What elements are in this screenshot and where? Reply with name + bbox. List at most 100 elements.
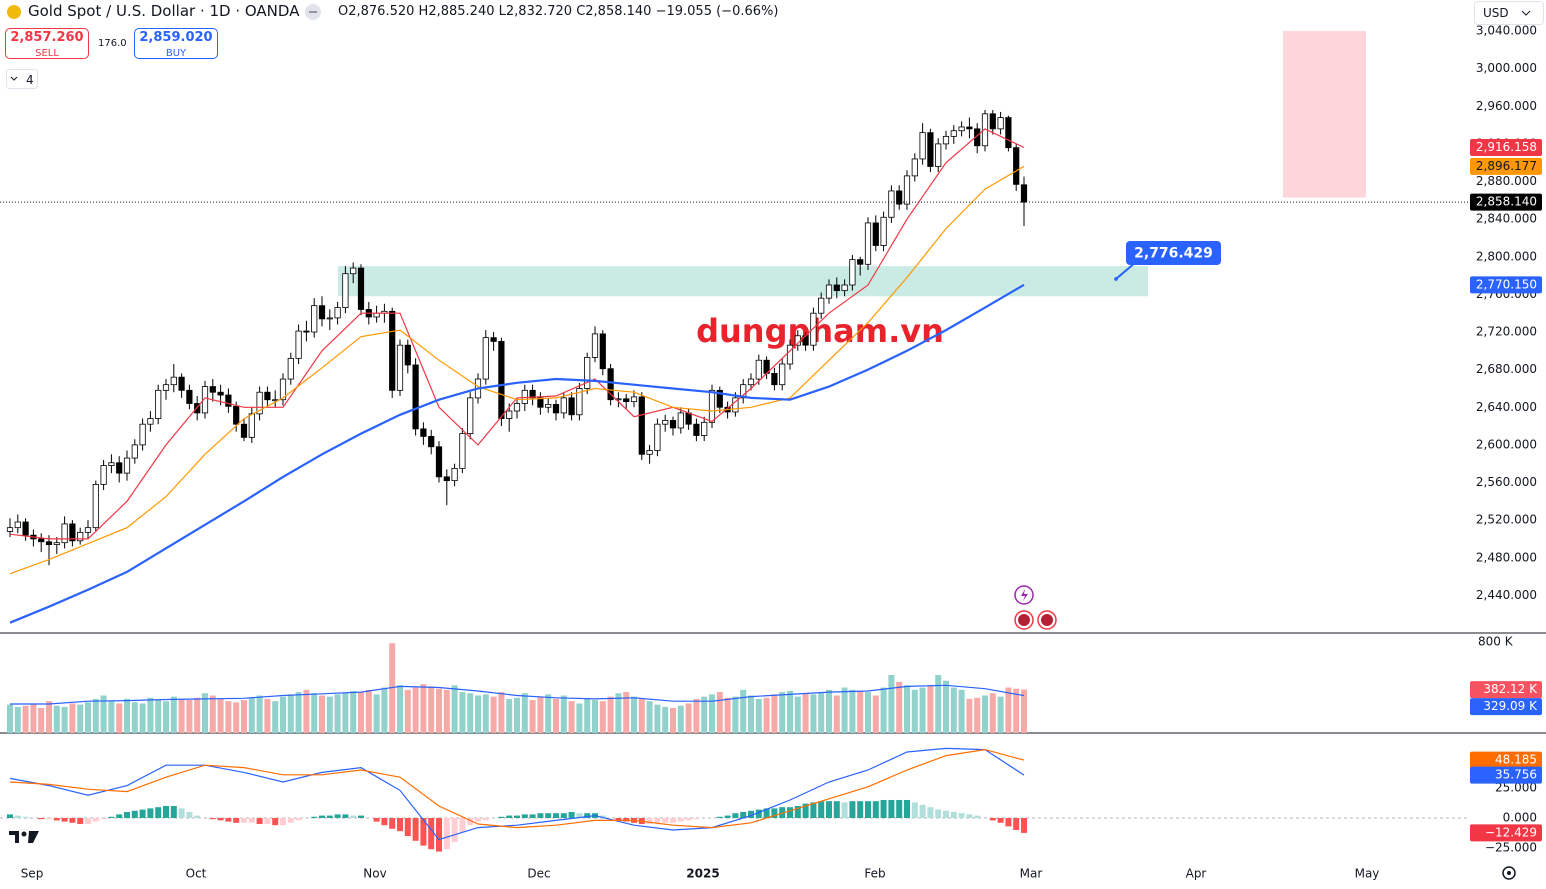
watermark: dungpham.vn xyxy=(696,312,944,350)
macd-histogram xyxy=(38,817,45,820)
price-label: 35.756 xyxy=(1495,768,1537,782)
candle-body xyxy=(584,357,591,389)
indicators-toggle[interactable]: 4 xyxy=(6,69,38,89)
volume-bar xyxy=(545,694,552,733)
ohlc-key: L xyxy=(498,4,506,19)
volume-bar xyxy=(709,694,715,733)
volume-bar xyxy=(755,698,762,733)
candle-body xyxy=(888,190,895,218)
macd-histogram xyxy=(69,817,76,823)
event-glyph xyxy=(1021,589,1028,601)
candle-body xyxy=(818,297,825,314)
candle-body xyxy=(935,143,942,167)
spread: 176.0 xyxy=(98,38,127,49)
candle-body xyxy=(334,307,341,319)
macd-histogram xyxy=(186,811,193,818)
candle-body xyxy=(404,344,411,366)
volume-bar xyxy=(1005,687,1012,733)
volume-bar xyxy=(61,706,68,733)
candle-body xyxy=(217,391,224,396)
logo-part xyxy=(9,831,19,843)
candle-body xyxy=(428,436,435,448)
volume-bar xyxy=(935,675,942,733)
volume-bar xyxy=(771,694,778,733)
macd-histogram xyxy=(646,817,653,824)
candle-body xyxy=(139,423,146,446)
candle-body xyxy=(14,521,21,529)
candle-body xyxy=(919,132,926,160)
macd-histogram xyxy=(919,804,926,818)
y-tick-label: 800 K xyxy=(1478,635,1514,649)
settings-icon[interactable] xyxy=(1502,866,1516,880)
volume-bar xyxy=(365,689,372,733)
price-label: −12.429 xyxy=(1485,825,1537,839)
volume-bar xyxy=(724,697,731,733)
candle-body xyxy=(53,542,60,545)
volume-bar xyxy=(194,697,201,733)
macd-histogram xyxy=(584,813,591,818)
volume-bar xyxy=(810,694,817,733)
volume-bar xyxy=(326,696,333,733)
candle-body xyxy=(77,531,84,542)
macd-histogram xyxy=(615,817,622,821)
volume-bar xyxy=(30,703,37,733)
price-label: 2,858.140 xyxy=(1476,195,1537,209)
macd-histogram xyxy=(662,817,669,823)
macd-histogram xyxy=(950,811,957,818)
macd-histogram xyxy=(716,816,723,818)
moving-average xyxy=(9,128,1025,540)
volume-bar xyxy=(373,694,380,733)
macd-histogram xyxy=(670,817,676,823)
macd-histogram xyxy=(225,817,232,822)
macd-histogram xyxy=(685,817,692,821)
candle-body xyxy=(435,446,443,478)
price-label-box xyxy=(1470,139,1542,157)
y-tick-label: 2,720.000 xyxy=(1476,325,1537,339)
volume-bar xyxy=(459,692,466,733)
candle-body xyxy=(654,423,661,451)
price-label-box xyxy=(1470,698,1542,716)
candle-body xyxy=(872,222,879,246)
candle-body xyxy=(451,468,458,482)
plot: 2,776.429 xyxy=(0,110,1470,852)
candle-body xyxy=(701,421,708,436)
macd-histogram xyxy=(295,817,302,821)
candle-body xyxy=(1020,184,1028,203)
macd-histogram xyxy=(740,811,747,818)
volume-bar xyxy=(631,696,637,733)
currency-select[interactable]: USD xyxy=(1474,1,1544,25)
y-tick-label: 2,600.000 xyxy=(1476,437,1537,451)
candle-body xyxy=(545,404,552,408)
candle-body xyxy=(911,158,918,177)
volume-bar xyxy=(654,704,661,733)
y-tick-label: 2,480.000 xyxy=(1476,550,1537,564)
macd-histogram xyxy=(124,811,130,818)
candle-body xyxy=(61,523,68,544)
volume-bar xyxy=(779,692,786,733)
volume-bar xyxy=(475,695,481,733)
volume-bar xyxy=(334,694,341,733)
macd-histogram xyxy=(872,801,879,818)
macd-histogram xyxy=(61,817,68,822)
macd-histogram xyxy=(514,815,520,818)
volume-bar xyxy=(14,706,21,733)
candle-body xyxy=(693,423,700,436)
volume-bar xyxy=(950,687,957,733)
candle-body xyxy=(209,386,216,393)
macd-histogram xyxy=(755,809,762,818)
macd-histogram xyxy=(373,817,380,822)
volume-bar xyxy=(896,681,903,733)
price-label: 382.12 K xyxy=(1483,682,1538,696)
candle-body xyxy=(576,388,583,416)
volume-bar xyxy=(732,696,739,733)
volume-bar xyxy=(911,689,918,733)
buy-button[interactable]: 2,859.020 BUY xyxy=(134,28,218,59)
candle-body xyxy=(92,483,99,529)
volume-bar xyxy=(186,700,193,733)
x-tick-label: Sep xyxy=(21,867,44,881)
signal-line xyxy=(9,748,1025,829)
volume-bar xyxy=(77,704,84,733)
volume-bar xyxy=(670,708,676,733)
volume-bar xyxy=(841,687,848,733)
sell-button[interactable]: 2,857.260 SELL xyxy=(5,28,89,59)
